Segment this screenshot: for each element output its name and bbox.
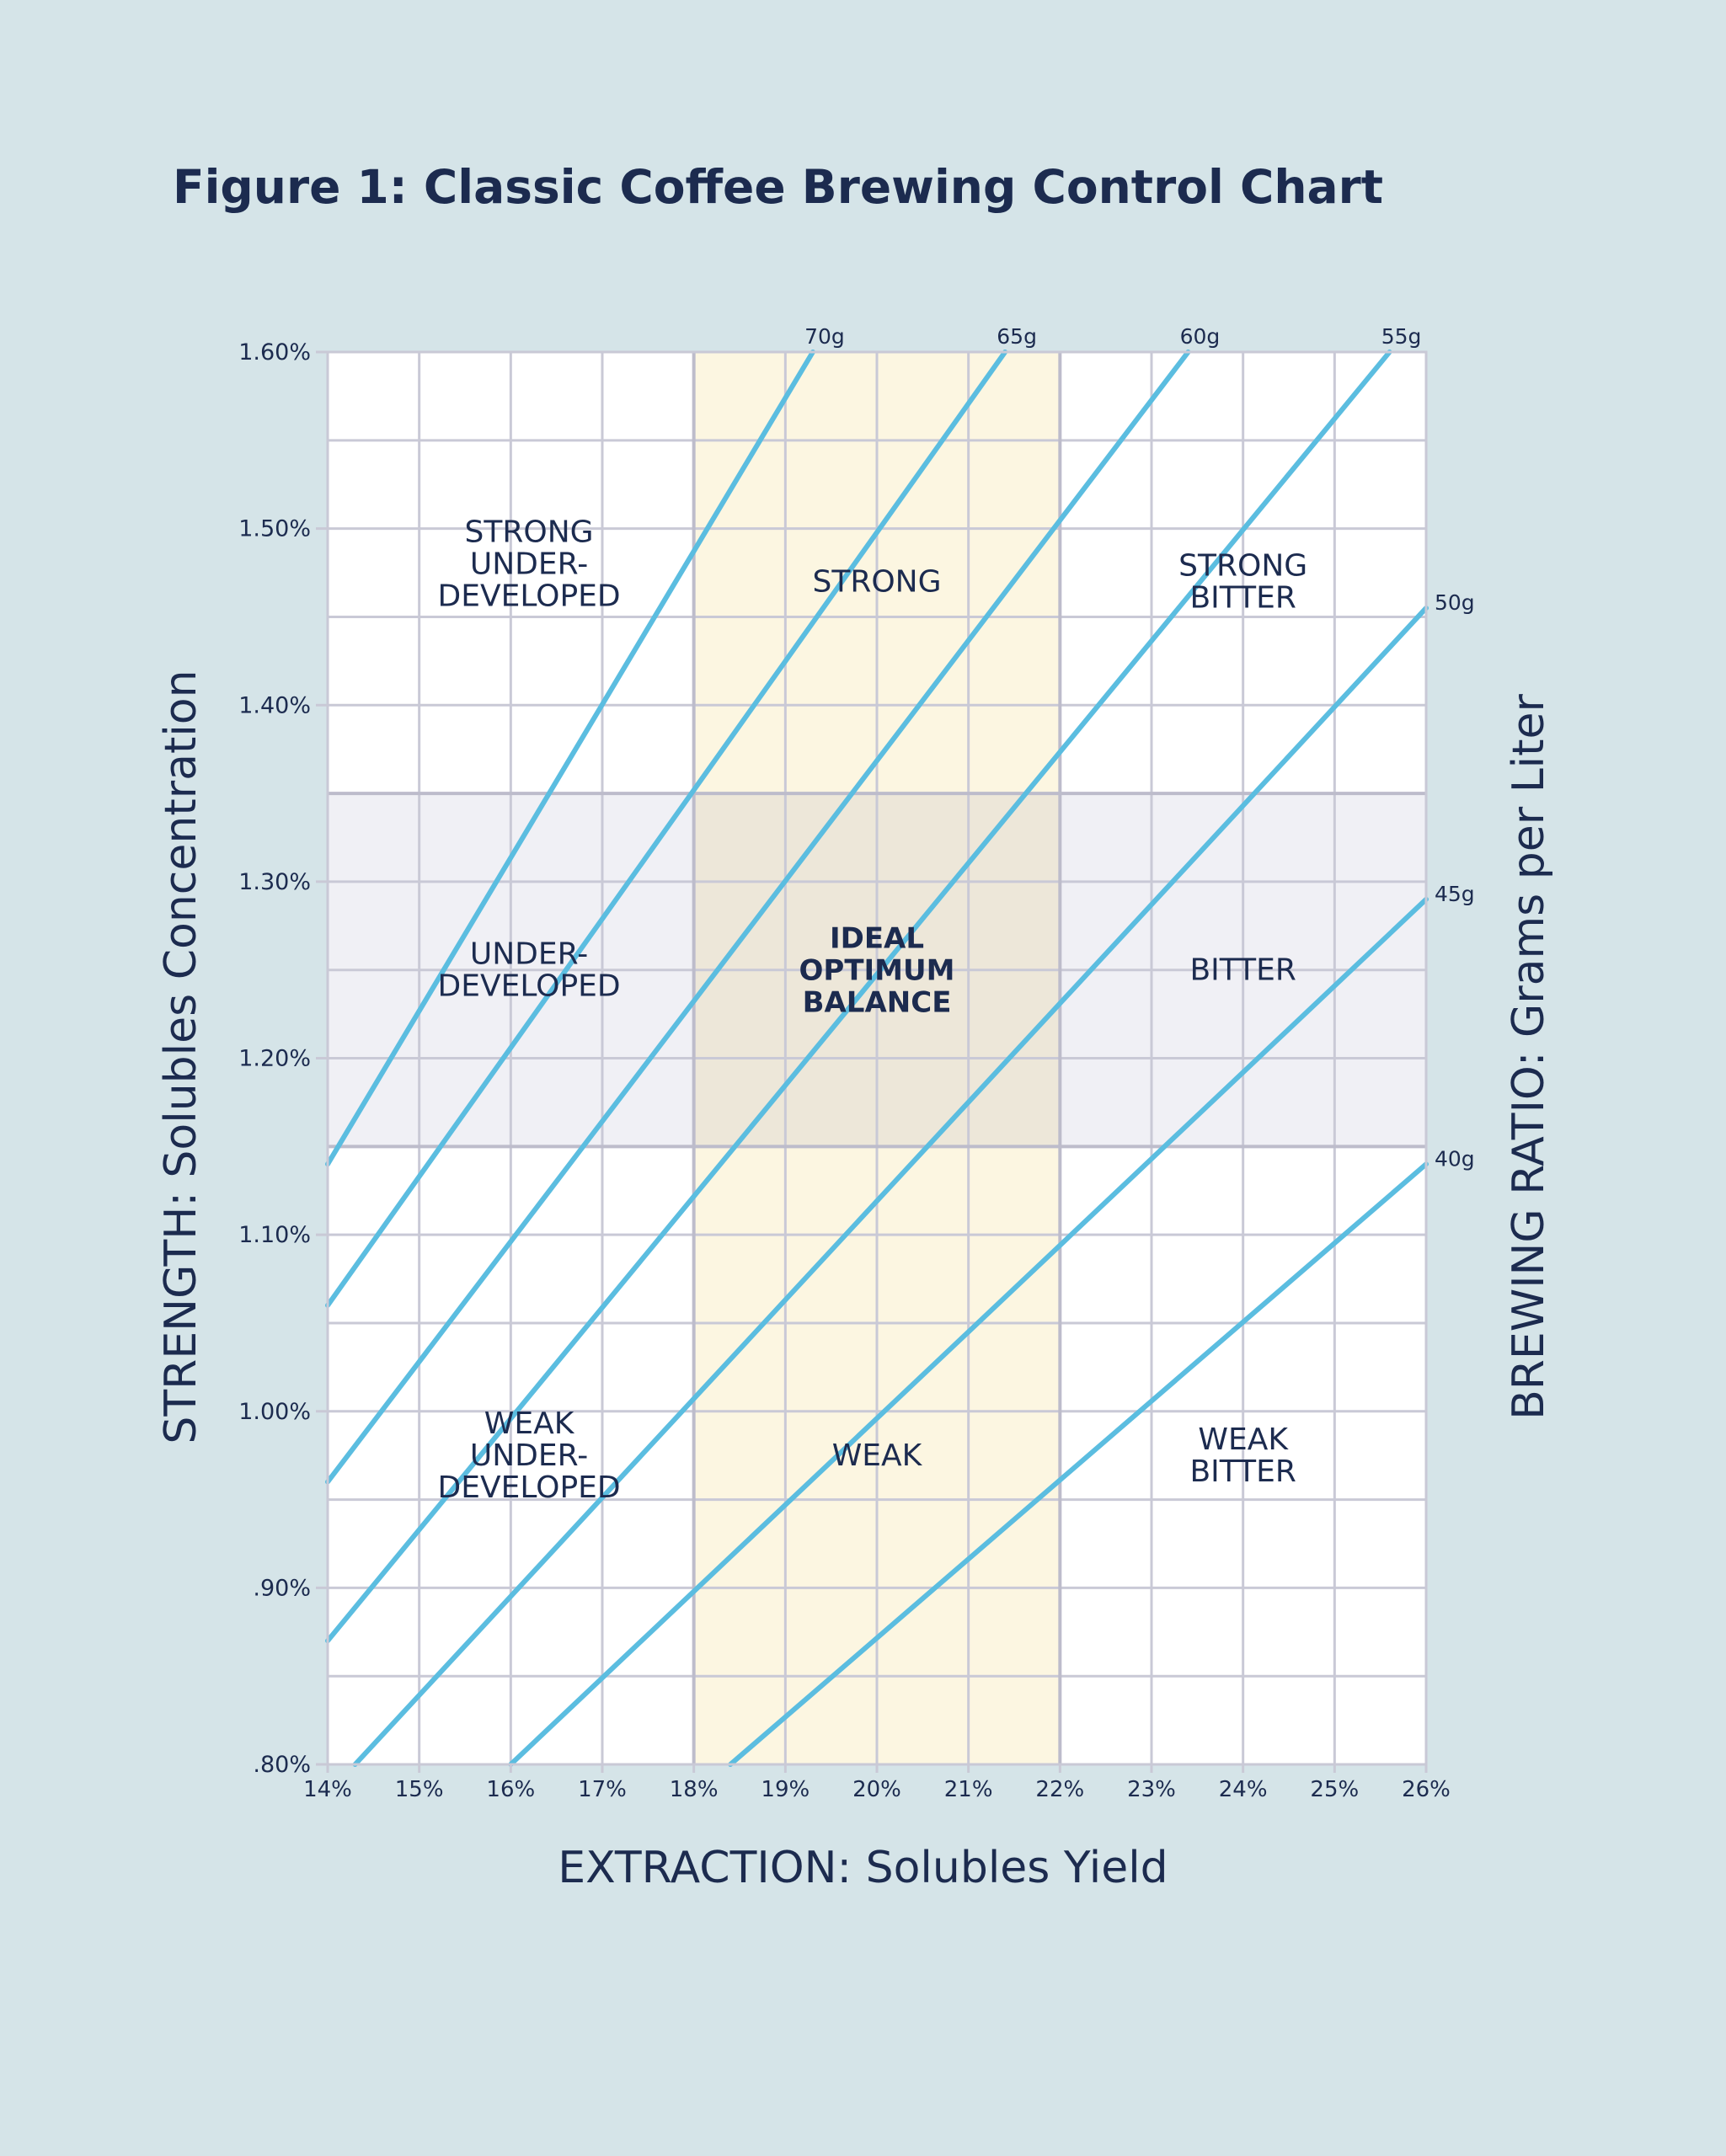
region-label-line: UNDER- xyxy=(470,547,588,582)
region-label-line: DEVELOPED xyxy=(438,969,621,1004)
y-tick-label: .80% xyxy=(253,1752,311,1778)
x-tick-label: 17% xyxy=(578,1777,627,1802)
ratio-line-50g xyxy=(352,605,1429,1767)
region-label-line: UNDER- xyxy=(470,1438,588,1473)
plot-frame xyxy=(326,350,1428,1766)
region-label-line: WEAK xyxy=(1198,1422,1289,1457)
region-label-weak-underdeveloped: WEAK UNDER-DEVELOPED xyxy=(438,1406,621,1505)
y2-axis-label: BREWING RATIO: Grams per Liter xyxy=(1504,694,1554,1420)
x-tick-label: 18% xyxy=(670,1777,719,1802)
y-tick-label: 1.20% xyxy=(238,1046,311,1072)
region-label-line: BITTER xyxy=(1189,953,1296,988)
region-label-weak-bitter: WEAK BITTER xyxy=(1189,1422,1296,1489)
region-label-strong: STRONG xyxy=(812,565,941,600)
ratio-label-70g: 70g xyxy=(804,324,845,349)
y-tick-label: 1.10% xyxy=(238,1222,311,1248)
y-axis-label: STRENGTH: Solubles Concentration xyxy=(156,670,206,1444)
ratio-label-55g: 55g xyxy=(1381,324,1422,349)
x-tick-label: 20% xyxy=(852,1777,901,1802)
ratio-line-70g xyxy=(325,350,815,1167)
region-label-bitter: BITTER xyxy=(1189,953,1296,988)
region-label-line: DEVELOPED xyxy=(438,579,621,614)
region-label-weak: WEAK xyxy=(832,1438,923,1473)
region-label-line: STRONG xyxy=(1178,549,1307,584)
ratio-line-45g xyxy=(508,896,1429,1767)
y-tick-label: 1.60% xyxy=(238,339,311,366)
region-label-line: IDEAL xyxy=(830,922,924,956)
x-tick-label: 24% xyxy=(1219,1777,1268,1802)
x-tick-label: 22% xyxy=(1035,1777,1084,1802)
x-axis-label: EXTRACTION: Solubles Yield xyxy=(558,1843,1168,1893)
ratio-label-60g: 60g xyxy=(1180,324,1221,349)
region-label-underdeveloped: UNDER-DEVELOPED xyxy=(438,937,621,1004)
region-label-line: BITTER xyxy=(1189,1454,1296,1489)
y-tick-label: 1.50% xyxy=(238,516,311,542)
x-tick-label: 14% xyxy=(303,1777,352,1802)
y-tick-label: 1.40% xyxy=(238,692,311,718)
y-tick-label: 1.00% xyxy=(238,1399,311,1425)
ratio-line-60g xyxy=(325,350,1191,1485)
region-label-line: STRONG xyxy=(465,515,594,550)
ratio-label-65g: 65g xyxy=(997,324,1037,349)
region-label-line: DEVELOPED xyxy=(438,1470,621,1505)
x-tick-label: 21% xyxy=(944,1777,993,1802)
ratio-line-55g xyxy=(325,350,1392,1644)
region-label-line: UNDER- xyxy=(470,937,588,972)
region-label-line: WEAK xyxy=(484,1406,575,1441)
chart-title: Figure 1: Classic Coffee Brewing Control… xyxy=(173,160,1384,214)
ratio-line-65g xyxy=(325,350,1008,1308)
x-tick-label: 26% xyxy=(1402,1777,1451,1802)
region-label-line: OPTIMUM xyxy=(799,954,955,988)
y-tick-label: 1.30% xyxy=(238,869,311,895)
x-tick-label: 15% xyxy=(395,1777,444,1802)
region-label-strong-bitter: STRONG BITTER xyxy=(1178,549,1307,616)
region-label-line: BALANCE xyxy=(803,986,952,1020)
x-tick-label: 23% xyxy=(1127,1777,1176,1802)
ratio-line-40g xyxy=(728,1161,1429,1767)
region-label-line: WEAK xyxy=(832,1438,923,1473)
region-label-line: BITTER xyxy=(1189,581,1296,616)
ratio-label-40g: 40g xyxy=(1435,1146,1475,1171)
x-tick-label: 16% xyxy=(486,1777,535,1802)
region-label-line: STRONG xyxy=(812,565,941,600)
x-tick-label: 19% xyxy=(761,1777,810,1802)
x-tick-label: 25% xyxy=(1310,1777,1359,1802)
region-label-strong-underdeveloped: STRONG UNDER-DEVELOPED xyxy=(438,515,621,614)
y-tick-label: .90% xyxy=(253,1575,311,1601)
ratio-label-50g: 50g xyxy=(1435,590,1475,615)
region-label-ideal-optimum-balance: IDEAL OPTIMUM BALANCE xyxy=(799,922,955,1020)
ratio-label-45g: 45g xyxy=(1435,882,1475,906)
